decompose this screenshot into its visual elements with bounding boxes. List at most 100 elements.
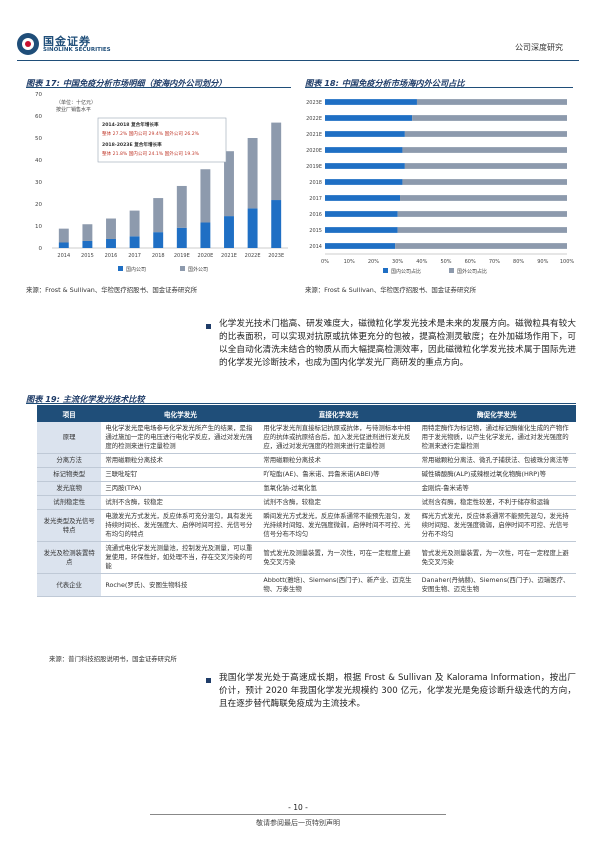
table-header-row: 项目 电化学发光 直接化学发光 酶促化学发光 <box>37 405 576 422</box>
bar-segment <box>325 115 413 121</box>
table-cell: 流通式电化学发光测量池，控制发光及测量，可以重复使用，环保性好，如处理不当，存在… <box>101 541 260 574</box>
x-tick-label: 80% <box>513 259 524 265</box>
fig19-title-bar: 图表 19: 主流化学发光技术比较 <box>26 387 576 404</box>
table-cell: 金刚烷-鲁米诺等 <box>417 481 576 496</box>
row-header-cell: 发光底物 <box>37 481 102 496</box>
table-cell: Danaher(丹纳赫)、Siemens(西门子)、迈瑞医疗、安图生物、迈克生物 <box>417 573 576 597</box>
x-tick-label: 60% <box>465 259 476 265</box>
table-row: 原理 电化学发光是电场参与化学发光所产生的结果，是指通过施加一定的电压进行电化学反… <box>37 422 576 454</box>
bar-segment <box>402 179 567 185</box>
bar-segment <box>106 238 116 248</box>
y-tick-label: 2019E <box>306 164 322 170</box>
table-cell: 常用磁颗粒分离技术 <box>259 453 418 468</box>
legend-swatch <box>383 268 388 273</box>
y-tick-label: 70 <box>35 92 42 98</box>
fig17-title: 图表 17: 中国免疫分析市场明细（按海内外公司划分） <box>26 78 227 88</box>
fig17-chart: 0 10 20 30 40 50 60 70 2014 2015 2016 2017 2018 2019E… <box>35 92 288 273</box>
table-cell: 管式发光及测量装置，为一次性，可在一定程度上避免交叉污染 <box>417 541 576 574</box>
x-tick-label: 0% <box>321 259 329 265</box>
legend-label: 国内公司占比 <box>391 268 421 275</box>
y-tick-label: 2015 <box>309 228 322 234</box>
bar-segment <box>397 227 567 233</box>
bar-segment <box>395 243 567 249</box>
x-tick-label: 50% <box>440 259 451 265</box>
fig18-source: 来源：Frost & Sullivan、华检医疗招股书、国金证券研究所 <box>305 286 477 294</box>
bar-segment <box>397 211 567 217</box>
y-tick-label: 2023E <box>306 100 322 106</box>
table-cell: 常用磁颗粒分离法、微孔子捕获法、包被珠分离法等 <box>417 453 576 468</box>
x-tick-label: 2016 <box>105 253 118 259</box>
bar-segment <box>176 227 187 248</box>
row-header-cell: 试剂稳定性 <box>37 495 102 510</box>
bar-segment <box>129 236 140 248</box>
y-tick-label: 0 <box>39 246 43 252</box>
footer-divider <box>150 814 446 815</box>
bar-segment <box>176 185 187 228</box>
cagr-box <box>97 117 227 163</box>
paragraph-2: 我国化学发光处于高速成长期，根据 Frost & Sullivan 及 Kalo… <box>219 673 576 709</box>
y-tick-label: 30 <box>35 180 42 186</box>
table-row: 试剂稳定性 试剂不含酶，较稳定 试剂不含酶，较稳定 试剂含有酶，稳定性较差，不利于储存… <box>37 495 576 510</box>
row-header-cell: 分离方法 <box>37 453 102 468</box>
footer-disclaimer: 敬请参阅最后一页特别声明 <box>256 819 340 827</box>
cagr-line: 2014-2018 复合年增长率 <box>102 121 159 128</box>
bar-segment <box>247 208 258 248</box>
table-cell: 试剂含有酶，稳定性较差，不利于储存和运输 <box>417 495 576 510</box>
bar-segment <box>153 232 164 248</box>
table-cell: 氢氧化钠-过氧化氢 <box>259 481 418 496</box>
table-cell: 试剂不含酶，较稳定 <box>259 495 418 510</box>
comparison-table-wrap: 项目 电化学发光 直接化学发光 酶促化学发光 原理 电化学发光是电场参与化学发光所… <box>37 405 576 597</box>
legend-swatch <box>449 268 454 273</box>
row-header-cell: 代表企业 <box>37 573 102 597</box>
table-header-cell: 电化学发光 <box>101 405 260 422</box>
table-cell: 三联吡啶钌 <box>101 467 260 482</box>
bullet-icon <box>206 324 211 329</box>
row-header-cell: 原理 <box>37 422 102 454</box>
x-tick-label: 2020E <box>197 253 213 259</box>
bar-segment <box>271 122 282 201</box>
y-tick-label: 10 <box>35 224 42 230</box>
x-tick-label: 40% <box>416 259 427 265</box>
x-tick-label: 10% <box>344 259 355 265</box>
bar-segment <box>404 131 567 137</box>
table-cell: 三丙胺(TPA) <box>101 481 260 496</box>
x-tick-label: 2017 <box>128 253 141 259</box>
y-tick-label: 2016 <box>309 212 322 218</box>
cagr-line: 2018-2023E 复合年增长率 <box>102 141 162 148</box>
logo-text-cn: 国金证券 <box>43 35 91 48</box>
logo-text-en: SINOLINK SECURITIES <box>43 47 111 53</box>
bar-segment <box>224 151 234 217</box>
table-cell: 用特定酶作为标记物，通过标记酶催化生成的产物作用于发光物质，以产生化学发光，通过… <box>417 422 576 454</box>
table-row: 分离方法 常用磁颗粒分离技术 常用磁颗粒分离技术 常用磁颗粒分离法、微孔子捕获法、包被… <box>37 453 576 468</box>
y-tick-label: 2022E <box>306 116 322 122</box>
x-tick-label: 2021E <box>221 253 237 259</box>
x-tick-label: 30% <box>392 259 403 265</box>
unit-label: （单位：十亿元） <box>56 99 96 106</box>
bar-segment <box>200 222 211 248</box>
bar-segment <box>325 211 398 217</box>
page-number: - 10 - <box>288 803 308 812</box>
bar-segment <box>247 138 258 209</box>
table-row: 代表企业 Roche(罗氏)、安图生物科技 Abbott(雅培)、Siemens(西… <box>37 573 576 597</box>
table-header-cell: 酶促化学发光 <box>417 405 576 422</box>
y-tick-label: 50 <box>35 136 42 142</box>
legend-swatch <box>180 266 185 271</box>
x-tick-label: 20% <box>368 259 379 265</box>
header-divider <box>17 60 579 61</box>
legend-label: 国内公司 <box>126 266 146 273</box>
bar-segment <box>416 99 567 105</box>
report-type: 公司深度研究 <box>515 43 563 52</box>
y-tick-label: 2020E <box>306 148 322 154</box>
table-cell: 瞬间发光方式发光，反应体系通常不能预先混匀，发光持续时间短、发光强度微弱，启停时… <box>259 509 418 542</box>
legend-label: 国外公司 <box>188 266 208 273</box>
table-header-cell: 直接化学发光 <box>259 405 418 422</box>
x-tick-label: 90% <box>537 259 548 265</box>
legend-label: 国外公司占比 <box>457 268 487 275</box>
bar-segment <box>325 147 403 153</box>
fig17-source: 来源：Frost & Sullivan、华检医疗招股书、国金证券研究所 <box>26 286 198 294</box>
bar-segment <box>82 240 93 248</box>
y-tick-label: 60 <box>35 114 42 120</box>
fig18-title: 图表 18: 中国免疫分析市场海内外公司占比 <box>305 78 465 88</box>
table-cell: Roche(罗氏)、安图生物科技 <box>101 573 260 597</box>
table-row: 发光底物 三丙胺(TPA) 氢氧化钠-过氧化氢 金刚烷-鲁米诺等 <box>37 481 576 496</box>
